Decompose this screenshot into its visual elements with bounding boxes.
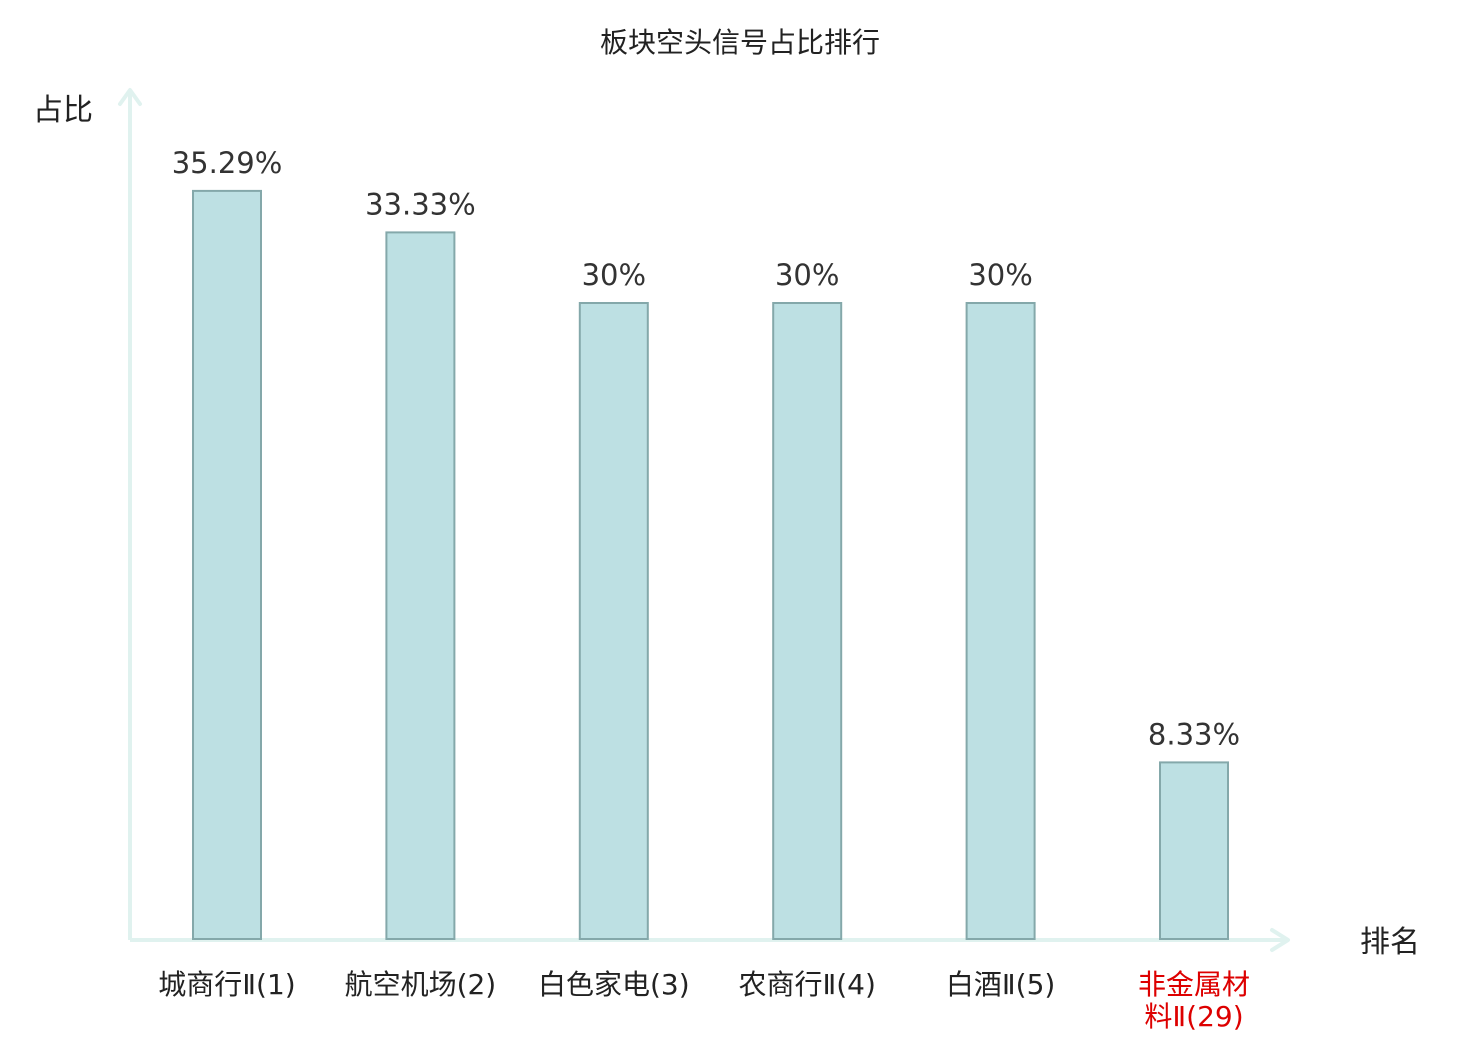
y-axis-arrow-icon	[118, 88, 142, 106]
category-label: 白色家电(3)	[538, 968, 690, 1001]
bars-layer	[192, 189, 1229, 941]
bar-value-label: 30%	[582, 258, 646, 292]
category-labels-layer: 城商行Ⅱ(1) 航空机场(2) 白色家电(3) 农商行Ⅱ(4) 白酒Ⅱ(5) 非金属材料Ⅱ…	[158, 968, 1250, 1033]
bar-value-label: 8.33%	[1148, 717, 1240, 751]
category-label: 白酒Ⅱ(5)	[946, 968, 1055, 1001]
category-label: 料Ⅱ(29)	[1144, 1000, 1243, 1033]
category-label: 农商行Ⅱ(4)	[738, 968, 875, 1001]
chart-title: 板块空头信号占比排行	[600, 26, 880, 59]
category-label: 城商行Ⅱ(1)	[158, 968, 295, 1001]
bar	[1159, 761, 1229, 941]
category-label: 非金属材	[1138, 968, 1250, 1001]
x-axis-arrow-icon	[1270, 928, 1290, 952]
bar-value-label: 30%	[775, 258, 839, 292]
category-label: 航空机场(2)	[345, 968, 497, 1001]
bar	[578, 302, 649, 940]
axes	[118, 88, 1290, 952]
value-labels-layer: 35.29% 33.33% 30% 30% 30% 8.33%	[172, 146, 1240, 752]
bar	[965, 302, 1036, 940]
bar-value-label: 30%	[968, 258, 1032, 292]
bar-value-label: 33.33%	[365, 187, 476, 221]
y-axis-label: 占比	[33, 93, 93, 128]
bar	[192, 189, 262, 940]
bar-value-label: 35.29%	[172, 146, 283, 180]
bar	[385, 231, 456, 940]
x-axis-label: 排名	[1360, 925, 1420, 960]
bar	[772, 302, 843, 940]
